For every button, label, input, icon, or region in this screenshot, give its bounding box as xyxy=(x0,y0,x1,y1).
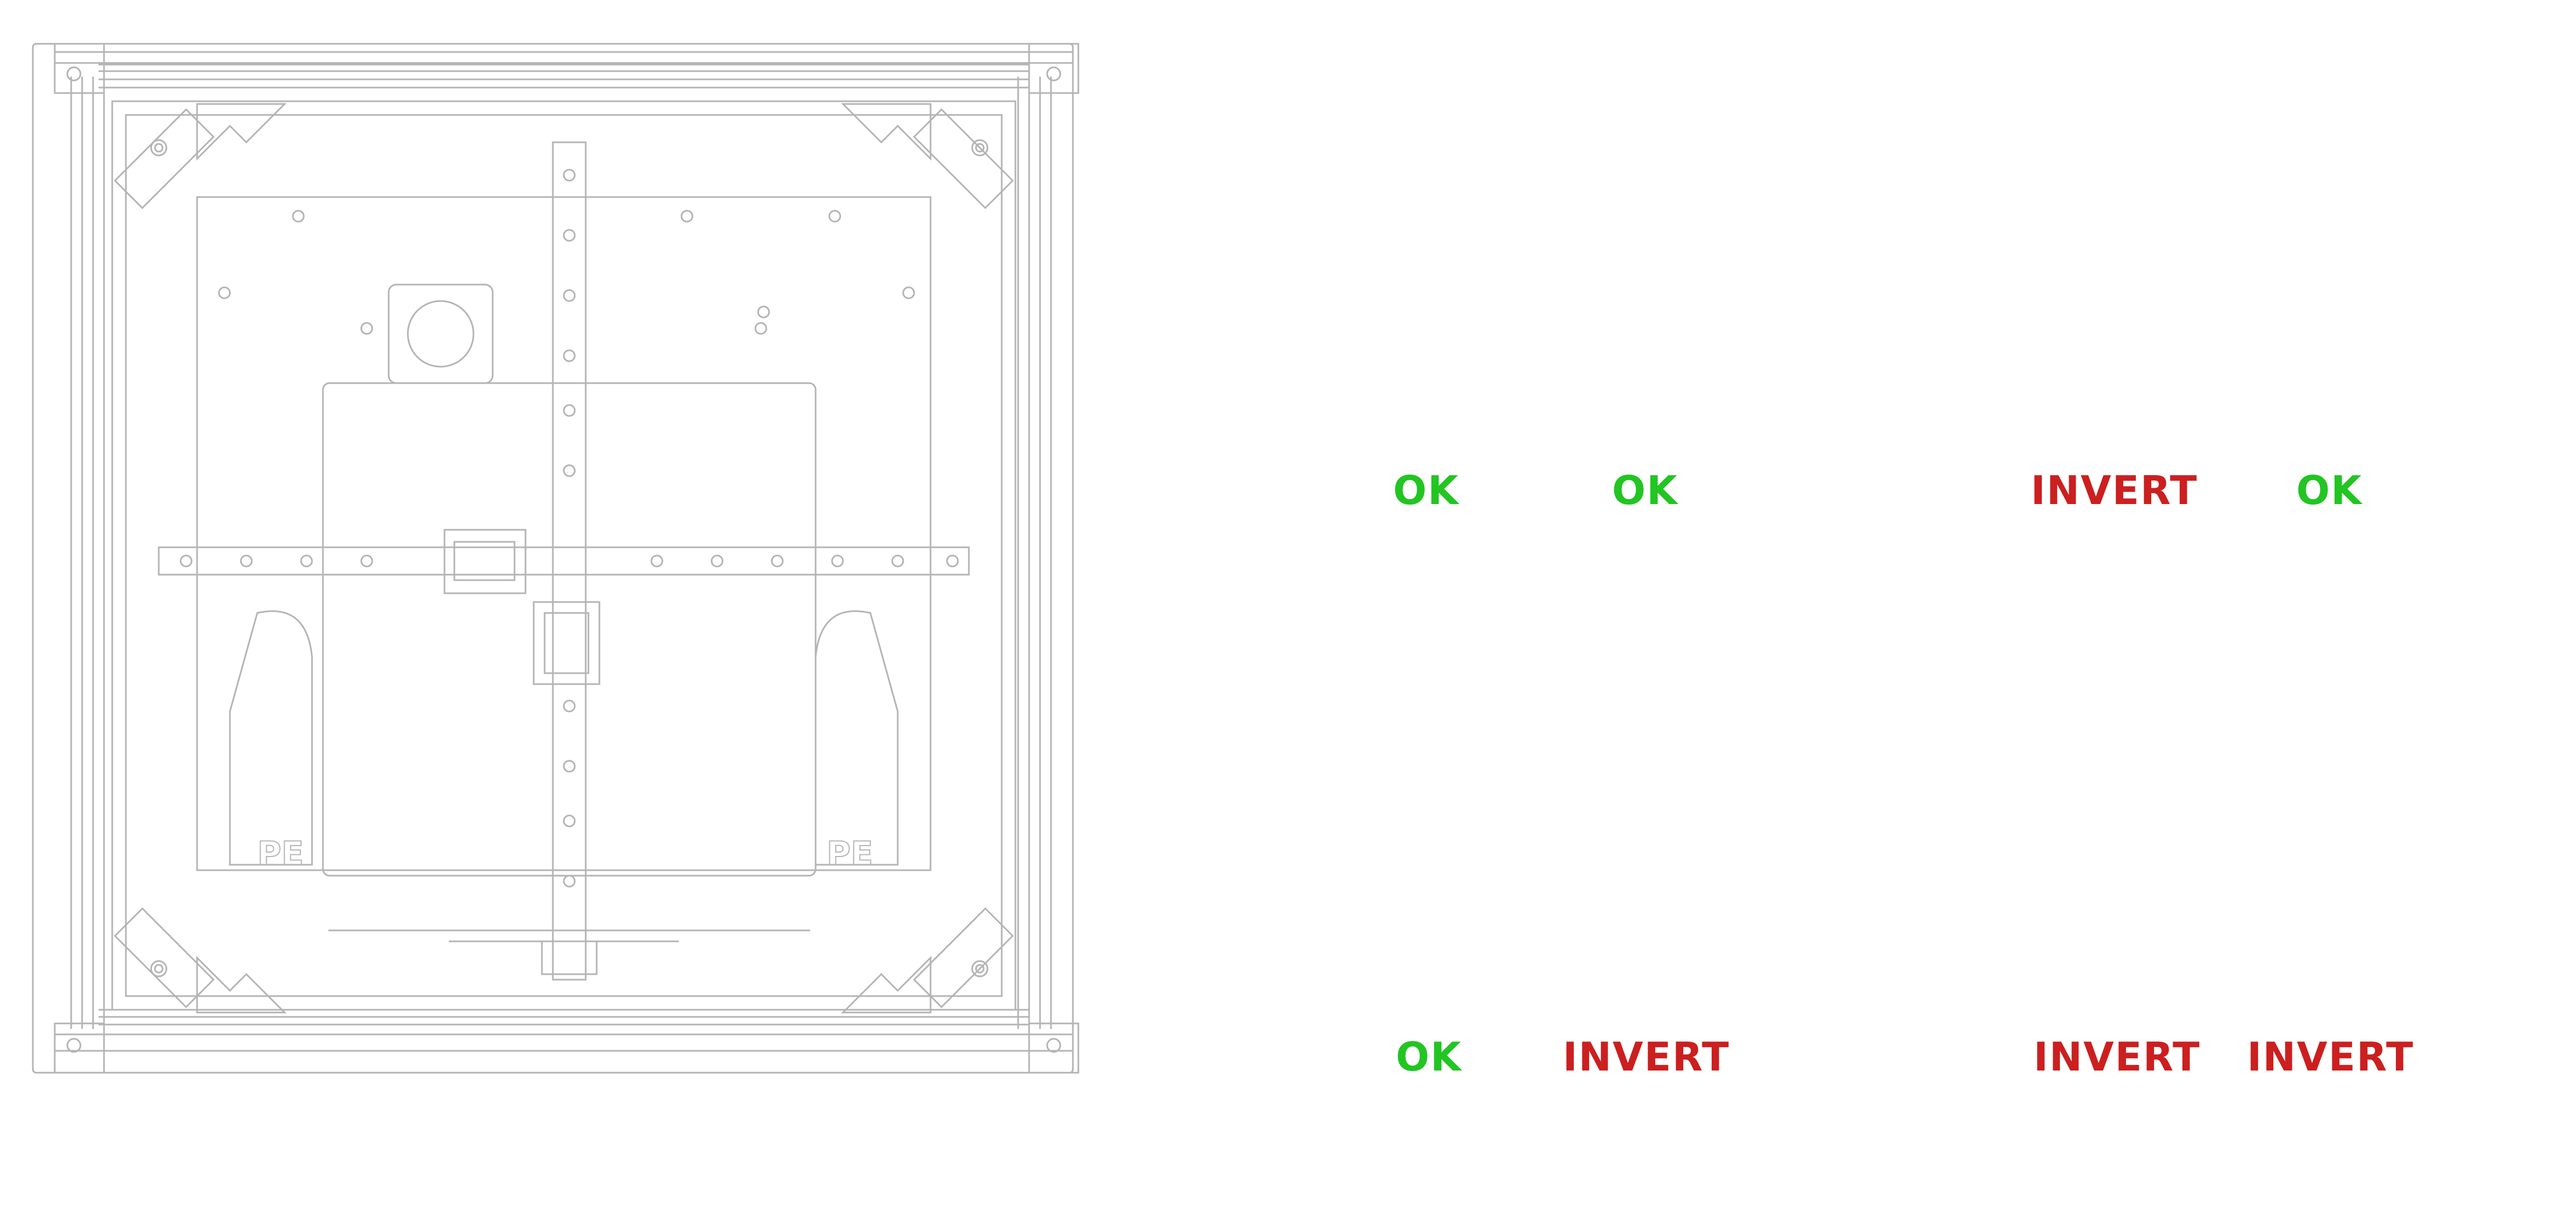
y-rail xyxy=(552,141,587,981)
label-row1-col3: INVERT xyxy=(2031,467,2198,513)
build-surface xyxy=(322,382,817,877)
corner-block-br xyxy=(1028,1022,1079,1074)
bed-support-left xyxy=(229,610,313,866)
inner-frame xyxy=(111,100,1016,1011)
bed-support-right xyxy=(815,610,899,866)
pe-logo-right: PE xyxy=(827,835,873,873)
corner-block-tr xyxy=(1028,43,1079,94)
label-row1-col1: OK xyxy=(1393,467,1459,513)
toolhead-motor xyxy=(388,284,494,384)
corner-bracket-bl xyxy=(196,956,287,1014)
corner-bracket-br xyxy=(841,956,932,1014)
corner-bracket-tl xyxy=(196,103,287,161)
corner-bracket-tr xyxy=(841,103,932,161)
bed-plate xyxy=(196,196,932,871)
outer-frame xyxy=(32,43,1074,1074)
pe-logo-left: PE xyxy=(257,835,304,873)
printer-frame-diagram: PE PE xyxy=(32,43,1079,1074)
label-row2-col2: INVERT xyxy=(1563,1034,1730,1080)
label-row1-col4: OK xyxy=(2296,467,2363,513)
outer-frame-inner xyxy=(54,51,1074,64)
label-row1-col2: OK xyxy=(1612,467,1678,513)
x-gantry xyxy=(158,546,970,576)
label-row2-col3: INVERT xyxy=(2034,1034,2201,1080)
corner-block-tl xyxy=(54,43,105,94)
x-carriage xyxy=(443,529,527,594)
label-row2-col4: INVERT xyxy=(2247,1034,2415,1080)
corner-block-bl xyxy=(54,1022,105,1074)
label-row2-col1: OK xyxy=(1396,1034,1462,1080)
y-carriage xyxy=(533,601,600,685)
